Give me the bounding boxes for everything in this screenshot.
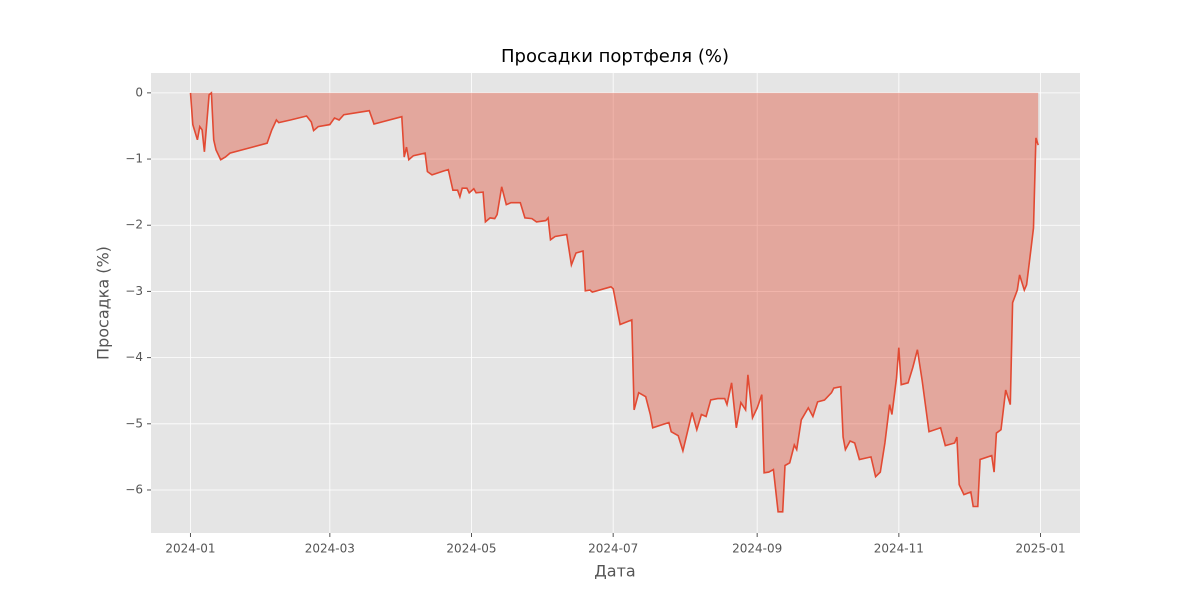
y-tick-label: 0: [135, 85, 143, 99]
chart-title: Просадки портфеля (%): [501, 46, 729, 67]
area: [190, 92, 1039, 512]
x-tick-label: 2024-03: [305, 542, 355, 556]
y-axis-label: Просадка (%): [94, 246, 113, 360]
x-tick-label: 2024-05: [446, 542, 496, 556]
y-tick-label: −6: [125, 482, 143, 496]
x-axis-label: Дата: [594, 562, 635, 581]
y-tick-label: −4: [125, 350, 143, 364]
y-tick-label: −5: [125, 416, 143, 430]
y-tick-label: −1: [125, 152, 143, 166]
x-tick-label: 2024-11: [874, 542, 924, 556]
x-tick-label: 2024-07: [588, 542, 638, 556]
x-tick-label: 2024-01: [165, 542, 215, 556]
y-tick-label: −3: [125, 284, 143, 298]
x-tick-label: 2025-01: [1015, 542, 1065, 556]
x-tick-label: 2024-09: [732, 542, 782, 556]
y-tick-label: −2: [125, 218, 143, 232]
line: [189, 91, 1039, 513]
